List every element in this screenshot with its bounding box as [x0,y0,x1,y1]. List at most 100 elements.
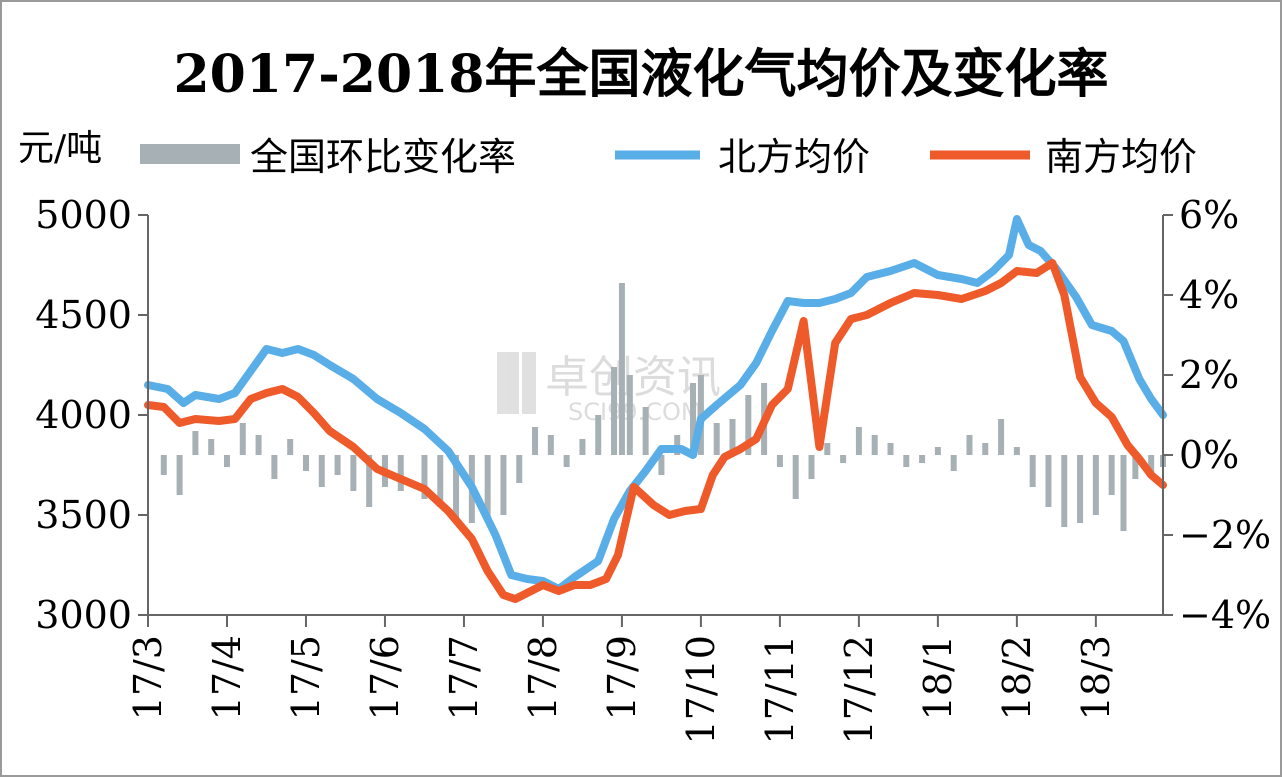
change-rate-bar [998,419,1005,455]
change-rate-bar [223,455,230,467]
change-rate-bar [302,455,309,471]
left-tick-label: 4500 [35,293,132,337]
watermark-sub: SCI99.COM [568,398,702,426]
change-rate-bar [1148,455,1155,475]
right-tick-label: 4% [1179,273,1239,317]
x-tick-label: 17/7 [442,635,486,720]
x-tick-label: 17/4 [205,635,249,720]
line-series [144,215,1167,603]
change-rate-bar [887,443,894,455]
right-tick-label: 2% [1179,353,1239,397]
x-tick-label: 17/8 [521,635,565,720]
legend-label-bar: 全国环比变化率 [250,135,516,179]
legend-swatch-bar [140,144,240,164]
change-rate-bar [1120,455,1127,531]
watermark-logo [497,352,519,414]
right-tick-label: −2% [1179,513,1271,557]
change-rate-bar [239,423,246,455]
change-rate-bar [1077,455,1084,523]
x-tick-label: 18/2 [995,635,1039,720]
change-rate-bar [966,435,973,455]
x-tick-label: 17/11 [758,635,802,745]
change-rate-bar [658,455,665,475]
left-tick-label: 3000 [35,593,132,637]
change-rate-bar [255,435,262,455]
change-rate-bar [776,455,783,467]
change-rate-bar [421,455,428,499]
axes [138,214,1173,627]
change-rate-bar [287,439,294,455]
change-rate-bar [397,455,404,491]
change-rate-bar [871,435,878,455]
left-axis-unit: 元/吨 [18,128,102,169]
left-tick-label: 4000 [35,393,132,437]
left-tick-label: 5000 [35,193,132,237]
change-rate-bar [713,423,720,455]
change-rate-bar [563,455,570,467]
bar-series [160,283,1166,531]
change-rate-bar [1045,455,1052,507]
change-rate-bar [484,455,491,519]
change-rate-bar [334,455,341,475]
change-rate-bar [1013,447,1020,455]
change-rate-bar [516,455,523,483]
change-rate-bar [437,455,444,507]
watermark-logo-bar [522,352,536,414]
change-rate-bar [160,455,167,475]
change-rate-bar [618,283,625,455]
x-tick-label: 18/3 [1074,635,1118,720]
x-tick-label: 17/10 [679,635,723,745]
change-rate-bar [208,439,215,455]
change-rate-bar [271,455,278,479]
change-rate-bar [1108,455,1115,495]
change-rate-bar [318,455,325,487]
change-rate-bar [855,427,862,455]
change-rate-bar [595,415,602,455]
change-rate-bar [642,407,649,455]
legend-label-north: 北方均价 [718,135,870,179]
x-tick-label: 17/5 [284,635,328,720]
x-tick-label: 17/3 [126,635,170,720]
change-rate-bar [824,443,831,455]
change-rate-bar [547,435,554,455]
change-rate-bar [792,455,799,499]
south-price-line [144,259,1167,603]
change-rate-bar [903,455,910,467]
change-rate-bar [729,419,736,455]
change-rate-bar [579,439,586,455]
change-rate-bar [840,455,847,463]
x-tick-label: 17/6 [363,635,407,720]
change-rate-bar [350,455,357,491]
change-rate-bar [982,443,989,455]
change-rate-bar [532,427,539,455]
chart-title: 2017-2018年全国液化气均价及变化率 [173,44,1108,105]
x-tick-label: 17/12 [837,635,881,745]
right-tick-label: 6% [1179,193,1239,237]
change-rate-bar [934,447,941,455]
change-rate-bar [453,455,460,519]
change-rate-bar [808,455,815,479]
change-rate-bar [366,455,373,507]
change-rate-bar [176,455,183,495]
north-price-line [144,215,1167,593]
change-rate-bar [192,431,199,455]
right-tick-label: −4% [1179,593,1271,637]
x-tick-label: 17/9 [600,635,644,720]
change-rate-bar [626,375,633,455]
left-tick-label: 3500 [35,493,132,537]
change-rate-bar [500,455,507,515]
change-rate-bar [745,395,752,455]
change-rate-bar [1132,455,1139,479]
x-tick-label: 18/1 [916,635,960,720]
change-rate-bar [1061,455,1068,527]
change-rate-bar [1029,455,1036,487]
change-rate-bar [950,455,957,471]
legend: 全国环比变化率 北方均价 南方均价 [140,135,1197,179]
tick-labels: 5000 4500 4000 3500 3000 6% 4% 2% 0% −2% −4% 17/3 17… [35,193,1271,745]
right-tick-label: 0% [1179,433,1239,477]
change-rate-bar [1092,455,1099,515]
change-rate-bar [611,367,618,455]
